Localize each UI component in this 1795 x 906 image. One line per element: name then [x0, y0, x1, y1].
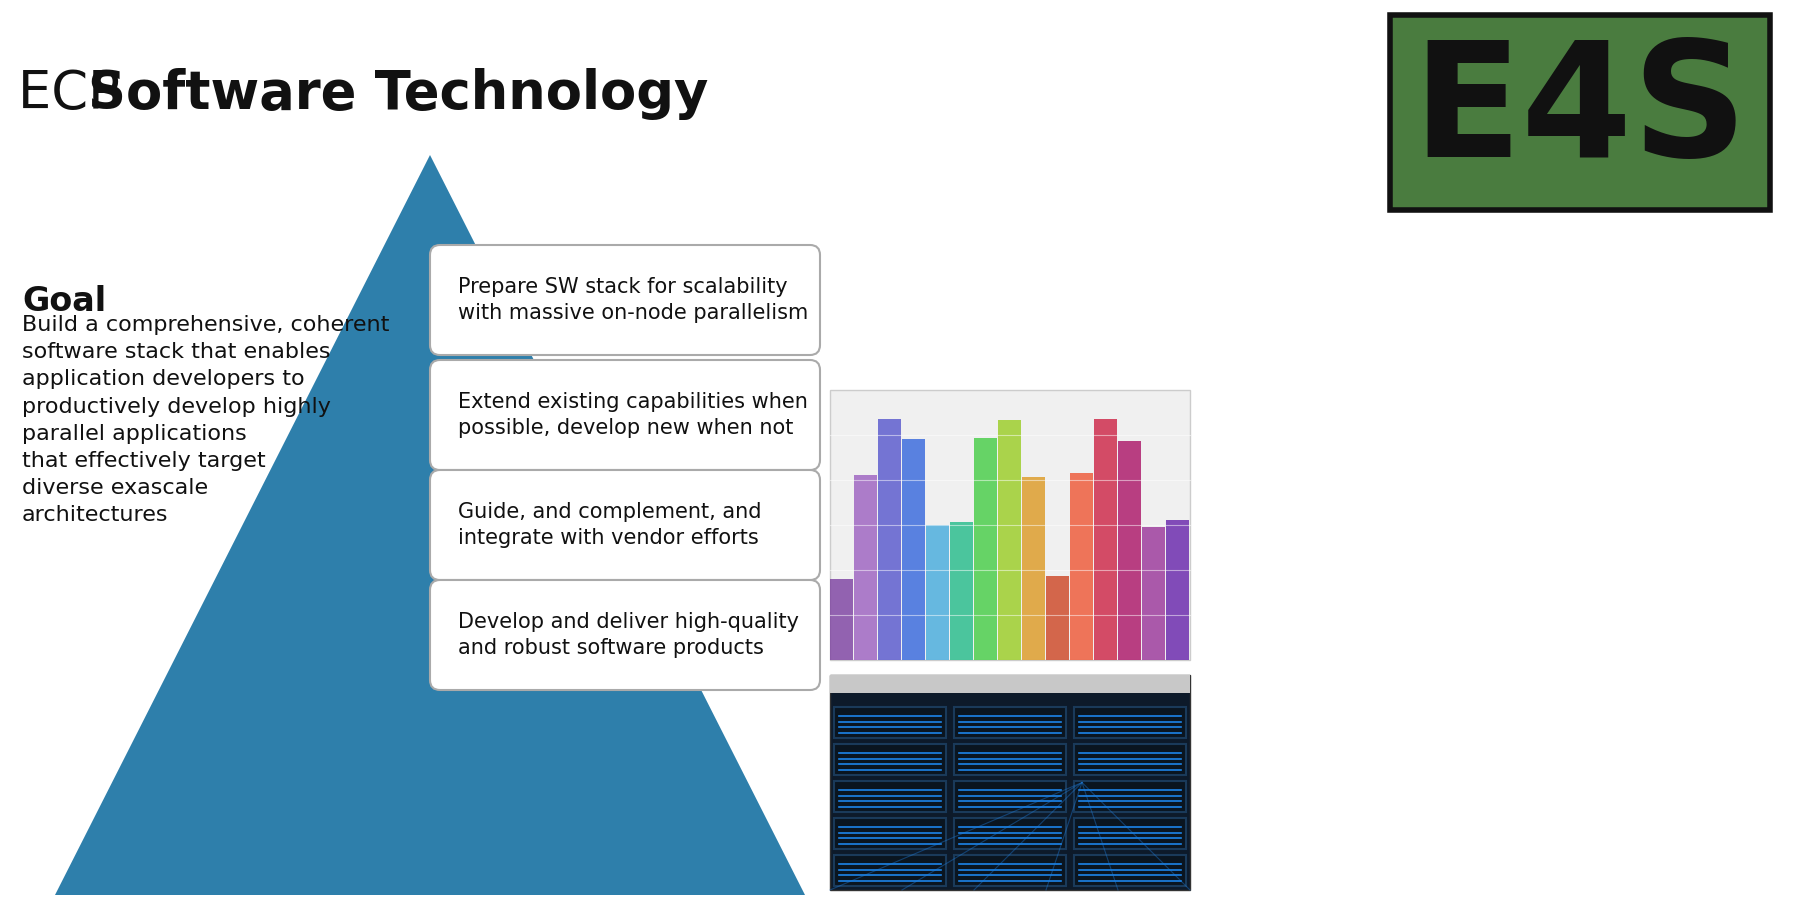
FancyBboxPatch shape: [431, 360, 820, 470]
Bar: [835, 818, 946, 849]
Bar: [975, 438, 996, 660]
Bar: [835, 855, 946, 886]
Text: Software Technology: Software Technology: [88, 68, 709, 120]
Bar: [829, 675, 1190, 693]
Bar: [1073, 818, 1186, 849]
Bar: [1073, 855, 1186, 886]
Bar: [953, 744, 1066, 775]
Bar: [835, 744, 946, 775]
Text: Develop and deliver high-quality
and robust software products: Develop and deliver high-quality and rob…: [458, 612, 799, 658]
Bar: [1093, 419, 1116, 660]
Bar: [950, 522, 973, 660]
Bar: [953, 855, 1066, 886]
Text: Guide, and complement, and
integrate with vendor efforts: Guide, and complement, and integrate wit…: [458, 502, 761, 548]
Bar: [1070, 473, 1093, 660]
Bar: [878, 419, 901, 660]
Bar: [1073, 781, 1186, 812]
Text: Build a comprehensive, coherent
software stack that enables
application develope: Build a comprehensive, coherent software…: [22, 315, 390, 525]
Bar: [903, 439, 924, 660]
Bar: [829, 579, 853, 660]
Polygon shape: [56, 155, 804, 895]
Bar: [854, 475, 878, 660]
Bar: [1167, 520, 1188, 660]
Bar: [953, 781, 1066, 812]
Bar: [835, 707, 946, 738]
FancyBboxPatch shape: [1389, 15, 1770, 210]
Bar: [998, 419, 1021, 660]
Bar: [1046, 576, 1070, 660]
Bar: [953, 707, 1066, 738]
Bar: [1021, 477, 1045, 660]
Text: E4S: E4S: [1413, 35, 1748, 190]
FancyBboxPatch shape: [431, 580, 820, 690]
Bar: [835, 781, 946, 812]
FancyBboxPatch shape: [829, 675, 1190, 890]
Bar: [953, 818, 1066, 849]
Text: Prepare SW stack for scalability
with massive on-node parallelism: Prepare SW stack for scalability with ma…: [458, 277, 808, 323]
Text: Extend existing capabilities when
possible, develop new when not: Extend existing capabilities when possib…: [458, 391, 808, 439]
Bar: [1142, 527, 1165, 660]
Bar: [1073, 744, 1186, 775]
Bar: [1118, 440, 1142, 660]
Text: Goal: Goal: [22, 285, 106, 318]
Bar: [1073, 707, 1186, 738]
FancyBboxPatch shape: [431, 470, 820, 580]
Bar: [926, 525, 950, 660]
Text: ECP: ECP: [18, 68, 136, 120]
FancyBboxPatch shape: [829, 390, 1190, 660]
FancyBboxPatch shape: [431, 245, 820, 355]
